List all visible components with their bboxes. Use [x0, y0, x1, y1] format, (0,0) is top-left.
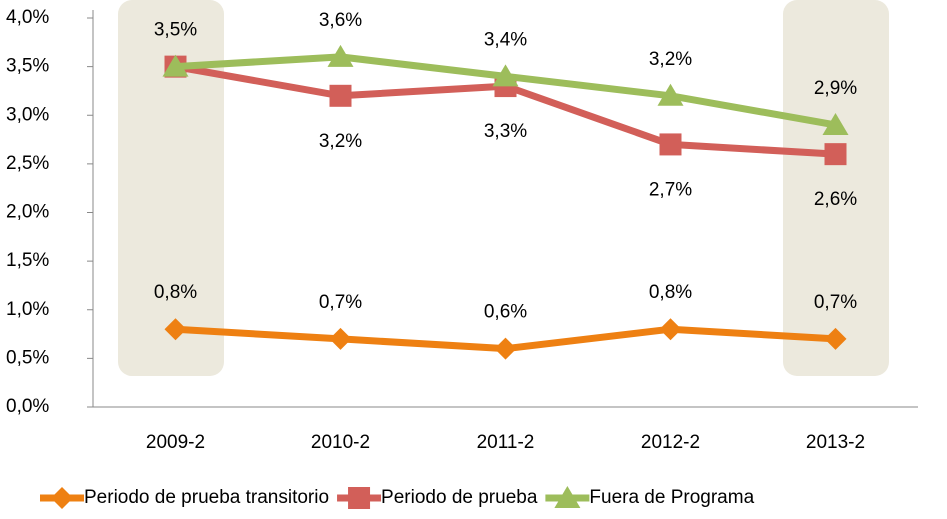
x-tick-label: 2012-2	[641, 432, 700, 453]
marker	[164, 318, 187, 341]
data-label: 3,6%	[319, 10, 362, 31]
data-label: 0,8%	[649, 282, 692, 303]
data-label: 3,4%	[484, 29, 527, 50]
x-tick-label: 2009-2	[146, 432, 205, 453]
data-label: 2,9%	[814, 78, 857, 99]
data-label: 3,5%	[154, 20, 197, 41]
marker	[494, 337, 517, 360]
data-label: 3,3%	[484, 121, 527, 142]
x-tick-label: 2010-2	[311, 432, 370, 453]
marker	[659, 318, 682, 341]
y-tick-label: 1,0%	[6, 299, 49, 320]
legend-label: Fuera de Programa	[589, 487, 754, 508]
marker	[824, 143, 847, 166]
x-tick-label: 2011-2	[477, 432, 535, 453]
marker	[327, 44, 354, 67]
marker	[329, 84, 352, 107]
data-label: 0,7%	[814, 292, 857, 313]
y-tick-label: 0,0%	[6, 396, 49, 417]
marker	[492, 64, 519, 87]
y-tick-label: 2,0%	[6, 202, 49, 223]
y-tick-label: 2,5%	[6, 153, 49, 174]
marker	[162, 54, 189, 77]
x-tick-label: 2013-2	[806, 432, 865, 453]
marker	[659, 133, 682, 156]
data-label: 0,8%	[154, 282, 197, 303]
y-tick-label: 3,5%	[6, 56, 49, 77]
data-label: 2,6%	[814, 189, 857, 210]
data-label: 3,2%	[319, 131, 362, 152]
marker	[348, 487, 371, 509]
marker	[554, 486, 581, 508]
highlight-band	[118, 0, 224, 376]
y-tick-label: 4,0%	[6, 7, 49, 28]
highlight-band	[783, 0, 889, 376]
legend-label: Periodo de prueba transitorio	[84, 487, 329, 508]
data-label: 0,6%	[484, 302, 527, 323]
data-label: 0,7%	[319, 292, 362, 313]
y-tick-label: 1,5%	[6, 250, 49, 271]
marker	[657, 83, 684, 106]
legend-label: Periodo de prueba	[381, 487, 538, 508]
marker	[824, 327, 847, 350]
data-label: 2,7%	[649, 179, 692, 200]
y-tick-label: 3,0%	[6, 104, 49, 125]
marker	[51, 487, 73, 509]
marker	[822, 112, 849, 135]
data-label: 3,2%	[649, 49, 692, 70]
marker	[329, 327, 352, 350]
y-tick-label: 0,5%	[6, 347, 49, 368]
